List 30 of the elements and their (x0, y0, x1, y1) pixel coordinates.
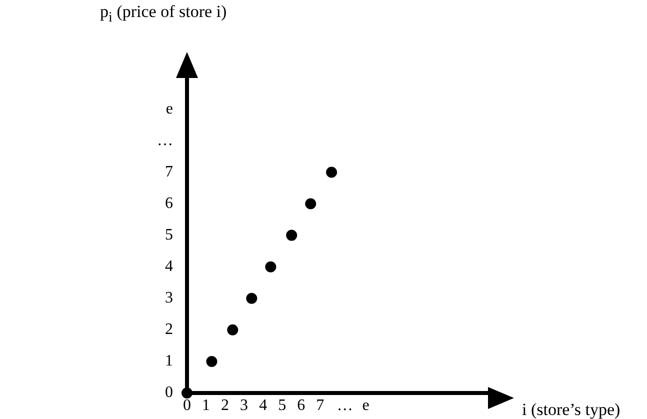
point (206, 356, 218, 367)
x-tick-label: … (336, 396, 353, 414)
point (305, 198, 316, 210)
y-tick-label: 6 (165, 194, 173, 212)
x-tick-label: 1 (202, 396, 210, 414)
y-tick-label: 7 (165, 163, 173, 180)
point (182, 388, 192, 398)
y-tick-label: 1 (165, 352, 173, 370)
x-tick-label: 5 (278, 396, 286, 414)
y-axis-title: p$_{i}$ (price of store i) (100, 2, 227, 26)
x-tick-label: 7 (316, 396, 324, 414)
y-tick-label: 5 (165, 226, 173, 244)
y-tick-label: 3 (165, 290, 173, 307)
y-tick-label: 4 (165, 258, 173, 276)
y-tick-label: 0 (165, 384, 173, 402)
point (227, 324, 238, 336)
x-tick-label: 6 (297, 396, 306, 414)
x-tick-label: e (362, 396, 370, 414)
point (265, 261, 276, 272)
y-tick-label: e (166, 100, 173, 118)
x-tick-label: 4 (259, 396, 268, 414)
x-tick-label: 3 (240, 396, 248, 414)
point (326, 166, 338, 178)
y-tick-label: … (157, 132, 173, 149)
x-axis-title: i (store’s type) (522, 400, 620, 419)
y-tick-label: 2 (165, 321, 173, 338)
x-tick-label: 2 (221, 396, 230, 414)
x-tick-label: 0 (183, 396, 191, 414)
point (286, 230, 298, 241)
point (246, 292, 258, 304)
